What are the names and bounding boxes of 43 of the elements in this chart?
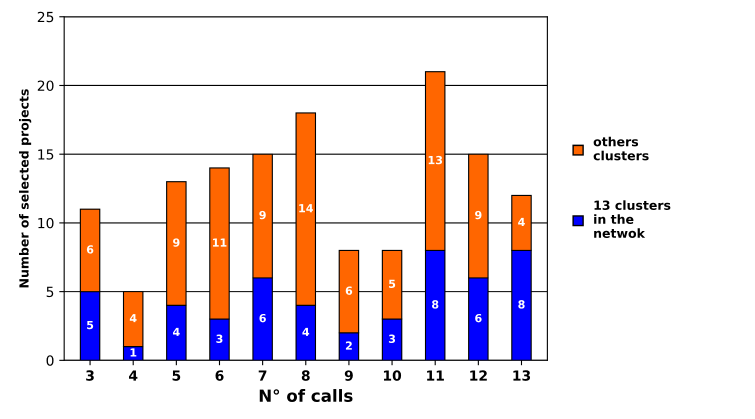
x-tick-label: 8 [302,370,310,381]
data-label: 4 [302,328,310,336]
x-tick-label: 5 [172,370,180,381]
x-tick-label: 6 [216,370,224,381]
data-label: 4 [130,314,137,322]
y-tick-label: 25 [38,12,54,22]
data-label: 1 [130,348,136,357]
y-tick-label: 5 [46,286,54,298]
data-label: 13 [428,156,442,164]
data-label: 8 [432,300,438,309]
data-label: 9 [259,210,266,220]
legend-label: others clusters [594,136,649,160]
data-label: 6 [475,314,482,322]
data-label: 9 [475,210,482,220]
data-label: 6 [346,286,352,295]
x-tick-label: 7 [258,370,266,381]
data-label: 6 [259,314,266,322]
x-tick-label: 3 [86,370,94,381]
data-label: 11 [213,238,226,247]
x-axis-title: N° of calls [260,389,353,402]
y-tick-label: 0 [46,355,54,366]
data-label: 5 [87,320,94,330]
data-label: 3 [216,334,222,343]
y-axis-title: Number of selected projects [19,89,32,288]
data-label: 14 [299,204,313,212]
x-tick-label: 11 [427,370,444,381]
data-label: 4 [518,218,525,226]
x-tick-label: 13 [513,370,530,381]
data-label: 4 [172,328,180,336]
x-tick-label: 9 [344,370,353,381]
x-tick-label: 4 [128,370,138,381]
data-label: 3 [388,334,396,343]
y-tick-label: 15 [38,149,54,160]
x-tick-label: 12 [470,370,487,381]
data-label: 9 [173,238,180,247]
data-label: 2 [346,341,352,350]
legend-label: 13 clusters in the netwok [594,200,670,238]
data-label: 5 [389,280,396,288]
y-tick-label: 10 [38,218,54,228]
x-tick-label: 10 [384,370,402,381]
data-label: 8 [518,300,525,309]
data-label: 6 [86,245,94,254]
y-tick-label: 20 [38,80,54,91]
